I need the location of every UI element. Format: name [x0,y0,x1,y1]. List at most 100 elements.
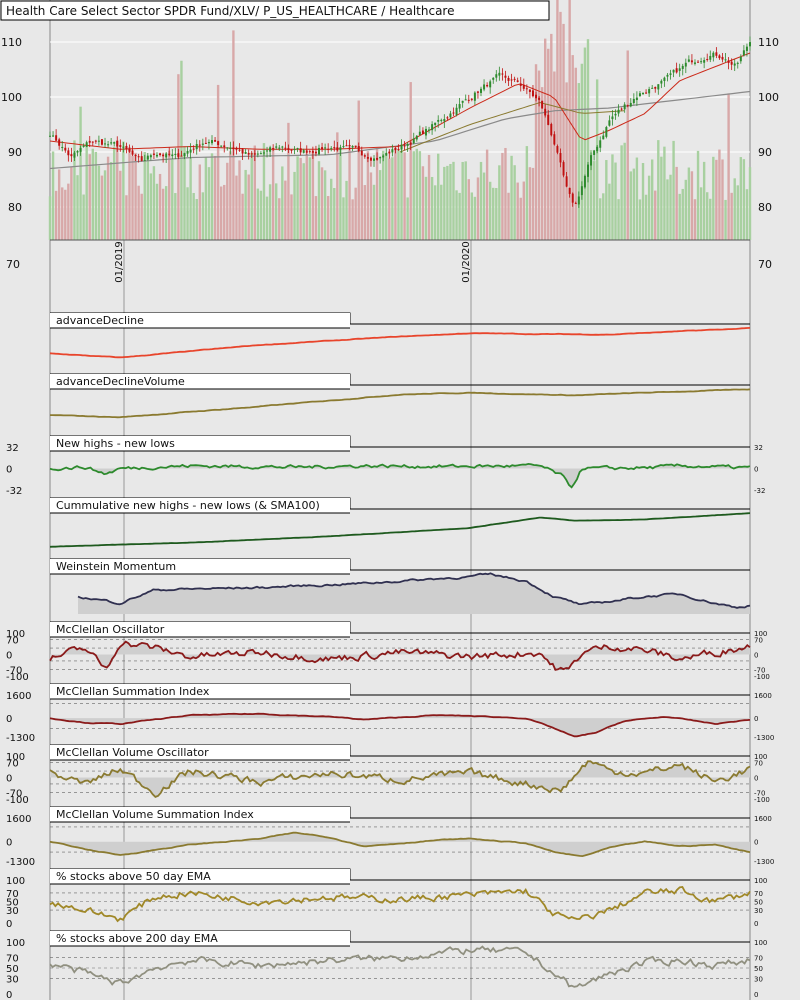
y-tick-right: -1300 [754,858,774,866]
candle-body [565,176,568,187]
y-tick-right: 0 [754,839,758,847]
volume-bar [226,162,229,240]
volume-bar [409,82,412,240]
candle-body [617,109,620,114]
series-line [49,512,751,548]
candle-body [275,146,278,148]
candle-body [492,77,495,80]
candle-body [571,193,574,203]
panel-title: Weinstein Momentum [56,560,176,573]
candle-body [443,119,446,122]
candle-body [342,146,345,148]
panel-title: McClellan Summation Index [56,685,210,698]
volume-bar [589,150,593,240]
series-line [77,572,751,609]
volume-bar [275,183,278,240]
panel-title: % stocks above 200 day EMA [56,932,218,945]
volume-bar [287,122,290,240]
candle-body [736,62,739,64]
volume-bar [79,106,82,241]
candle-body [369,157,372,161]
candle-body [152,153,155,155]
volume-bar [702,161,706,240]
volume-bar [192,192,195,240]
y-tick-right: 0 [754,652,758,660]
volume-bar [669,174,672,240]
title-box [0,0,550,21]
volume-bar [155,183,159,240]
y-tick-left: -100 [6,795,29,806]
volume-bar [553,71,556,241]
candle-body [174,153,177,155]
volume-bar [595,79,599,240]
volume-bar [213,155,217,240]
panel-title: advanceDeclineVolume [56,375,185,388]
candle-body [330,148,333,150]
candle-body [195,144,198,150]
volume-bar [189,158,192,240]
volume-bar [675,166,678,240]
candle-body [97,140,100,142]
candle-body [192,148,195,150]
volume-bar [531,167,535,240]
volume-bar [568,0,571,240]
volume-bar [525,146,529,240]
y-tick-right: 30 [754,907,763,915]
candle-body [64,147,67,151]
candle-body [189,149,192,153]
candle-body [244,151,247,154]
candle-body [593,150,596,155]
candle-body [645,92,648,94]
volume-bar [351,199,354,240]
chart-title: Health Care Select Sector SPDR Fund/XLV/… [6,4,455,18]
candle-body [614,113,617,116]
y-tick-left: 100 [6,629,25,640]
volume-bar [146,157,150,240]
candle-body [724,59,727,61]
y-tick-left: 100 [1,91,22,104]
y-tick-left: 90 [8,146,22,159]
candle-body [513,78,516,80]
candle-body [721,56,724,60]
candle-body [605,127,608,137]
volume-bar [513,165,516,240]
volume-bar [608,183,611,240]
candle-body [104,143,107,145]
volume-bar [748,167,752,240]
candle-body [256,153,259,155]
indicator-panel-1: advanceDecline [49,312,751,359]
volume-bar [681,188,684,240]
volume-bar [149,173,153,240]
series-line [49,327,751,359]
volume-bar [550,33,553,240]
y-tick-left: 70 [6,889,19,900]
volume-bar [122,141,125,240]
volume-bar [742,159,746,240]
y-tick-left: -100 [6,672,29,683]
indicator-panel-9: McClellan Volume Summation Index 1600 0 -13… [6,806,774,868]
volume-bar [186,187,189,240]
volume-bar [284,180,287,240]
candle-body [730,61,733,65]
candle-body [629,102,632,107]
series-line [49,831,751,858]
sma100-line [49,512,751,548]
candle-body [305,150,308,153]
sma200-line [49,90,751,170]
y-tick-right: -32 [754,487,765,495]
candle-body [483,84,486,90]
candle-body [642,93,645,95]
volume-bar [354,187,357,240]
panel-header-box [50,559,350,574]
candle-body [464,99,467,101]
candle-body [241,149,244,154]
candle-body [391,149,394,153]
volume-bar [455,190,458,240]
volume-bar [629,171,632,240]
candle-body [290,149,293,151]
volume-bar [168,150,171,240]
candle-body [718,55,721,59]
volume-bar [522,181,525,240]
candle-body [171,154,174,157]
candle-body [107,144,110,146]
